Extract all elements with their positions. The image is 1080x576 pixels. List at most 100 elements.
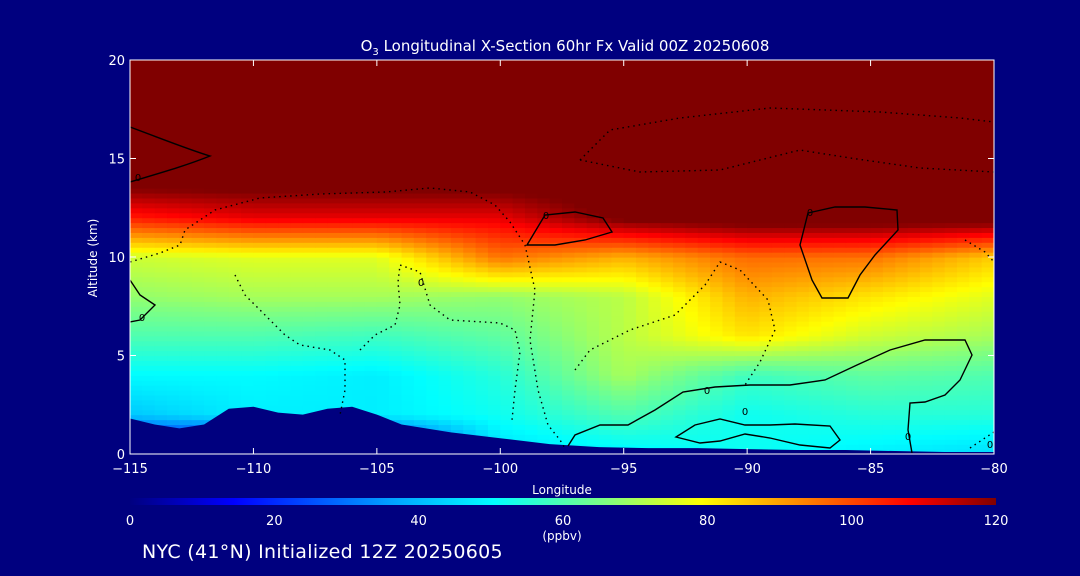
heat-cell (574, 394, 588, 401)
heat-cell (154, 242, 168, 248)
heat-cell (179, 360, 193, 366)
heat-cell (290, 119, 304, 125)
heat-cell (882, 439, 896, 445)
heat-cell (537, 168, 551, 174)
heat-cell (549, 138, 563, 145)
heat-cell (253, 252, 267, 258)
heat-cell (685, 370, 699, 376)
heat-cell (228, 143, 242, 150)
heat-cell (389, 389, 403, 396)
heat-cell (796, 325, 810, 332)
heat-cell (870, 385, 884, 391)
heat-cell (302, 119, 316, 125)
heat-cell (154, 266, 168, 273)
heat-cell (882, 404, 896, 411)
heat-cell (956, 183, 970, 189)
heat-cell (216, 281, 230, 288)
heat-cell (784, 173, 798, 179)
heat-cell (475, 242, 489, 248)
heat-cell (130, 276, 143, 283)
heat-cell (697, 261, 711, 268)
heat-cell (426, 316, 440, 322)
heat-cell (302, 286, 316, 293)
heat-cell (327, 281, 341, 288)
heat-cell (574, 311, 588, 317)
heat-cell (895, 316, 909, 322)
heat-cell (278, 138, 292, 145)
heat-cell (500, 335, 514, 342)
heat-cell (882, 212, 896, 219)
heat-cell (463, 266, 477, 273)
heat-cell (697, 173, 711, 179)
heat-cell (191, 330, 205, 337)
heat-cell (512, 163, 526, 169)
heat-cell (771, 365, 785, 371)
heat-cell (401, 114, 415, 120)
heat-cell (302, 335, 316, 342)
heat-cell (981, 232, 994, 238)
heat-cell (204, 276, 217, 283)
heat-cell (512, 261, 526, 268)
heat-cell (944, 330, 958, 337)
heat-cell (167, 325, 180, 332)
heat-cell (821, 365, 835, 371)
heat-cell (549, 404, 563, 411)
heat-cell (858, 439, 872, 445)
heat-cell (907, 281, 921, 288)
heat-cell (981, 311, 994, 317)
heat-cell (611, 419, 625, 426)
heat-cell (154, 404, 168, 411)
heat-cell (660, 365, 674, 371)
heat-cell (154, 192, 168, 199)
heat-cell (450, 311, 464, 317)
heat-cell (870, 330, 884, 337)
heat-cell (697, 311, 711, 317)
heat-cell (673, 266, 687, 273)
heat-cell (549, 119, 563, 125)
heat-cell (673, 212, 687, 219)
heat-cell (697, 316, 711, 322)
heat-cell (290, 242, 304, 248)
heat-cell (537, 276, 551, 283)
heat-cell (759, 444, 773, 450)
heat-cell (710, 340, 724, 347)
heat-cell (179, 109, 193, 115)
heat-cell (179, 168, 193, 174)
heat-cell (253, 192, 267, 199)
heat-cell (944, 207, 958, 214)
heat-cell (475, 385, 489, 391)
heat-cell (586, 301, 600, 307)
heat-cell (845, 350, 859, 357)
heat-cell (870, 429, 884, 435)
heat-cell (450, 335, 464, 342)
heat-cell (611, 257, 625, 263)
heat-cell (364, 232, 378, 238)
heat-cell (808, 143, 822, 150)
heat-cell (623, 119, 637, 125)
heat-cell (142, 360, 156, 366)
heat-cell (315, 247, 329, 253)
heat-cell (537, 261, 551, 268)
heat-cell (969, 449, 983, 454)
heat-cell (241, 360, 255, 366)
heat-cell (784, 276, 798, 283)
heat-cell (870, 321, 884, 327)
heat-cell (524, 252, 538, 258)
heat-cell (142, 276, 156, 283)
heat-cell (586, 355, 600, 362)
heat-cell (352, 104, 366, 110)
heat-cell (537, 207, 551, 214)
heat-cell (315, 257, 329, 263)
heat-cell (956, 138, 970, 145)
heat-cell (685, 439, 699, 445)
heat-cell (302, 330, 316, 337)
heat-cell (352, 99, 366, 105)
heat-cell (426, 330, 440, 337)
heat-cell (882, 257, 896, 263)
heat-cell (130, 124, 143, 130)
heat-cell (450, 109, 464, 115)
heat-cell (339, 192, 353, 199)
heat-cell (204, 104, 217, 110)
heat-cell (574, 424, 588, 430)
heat-cell (623, 370, 637, 376)
